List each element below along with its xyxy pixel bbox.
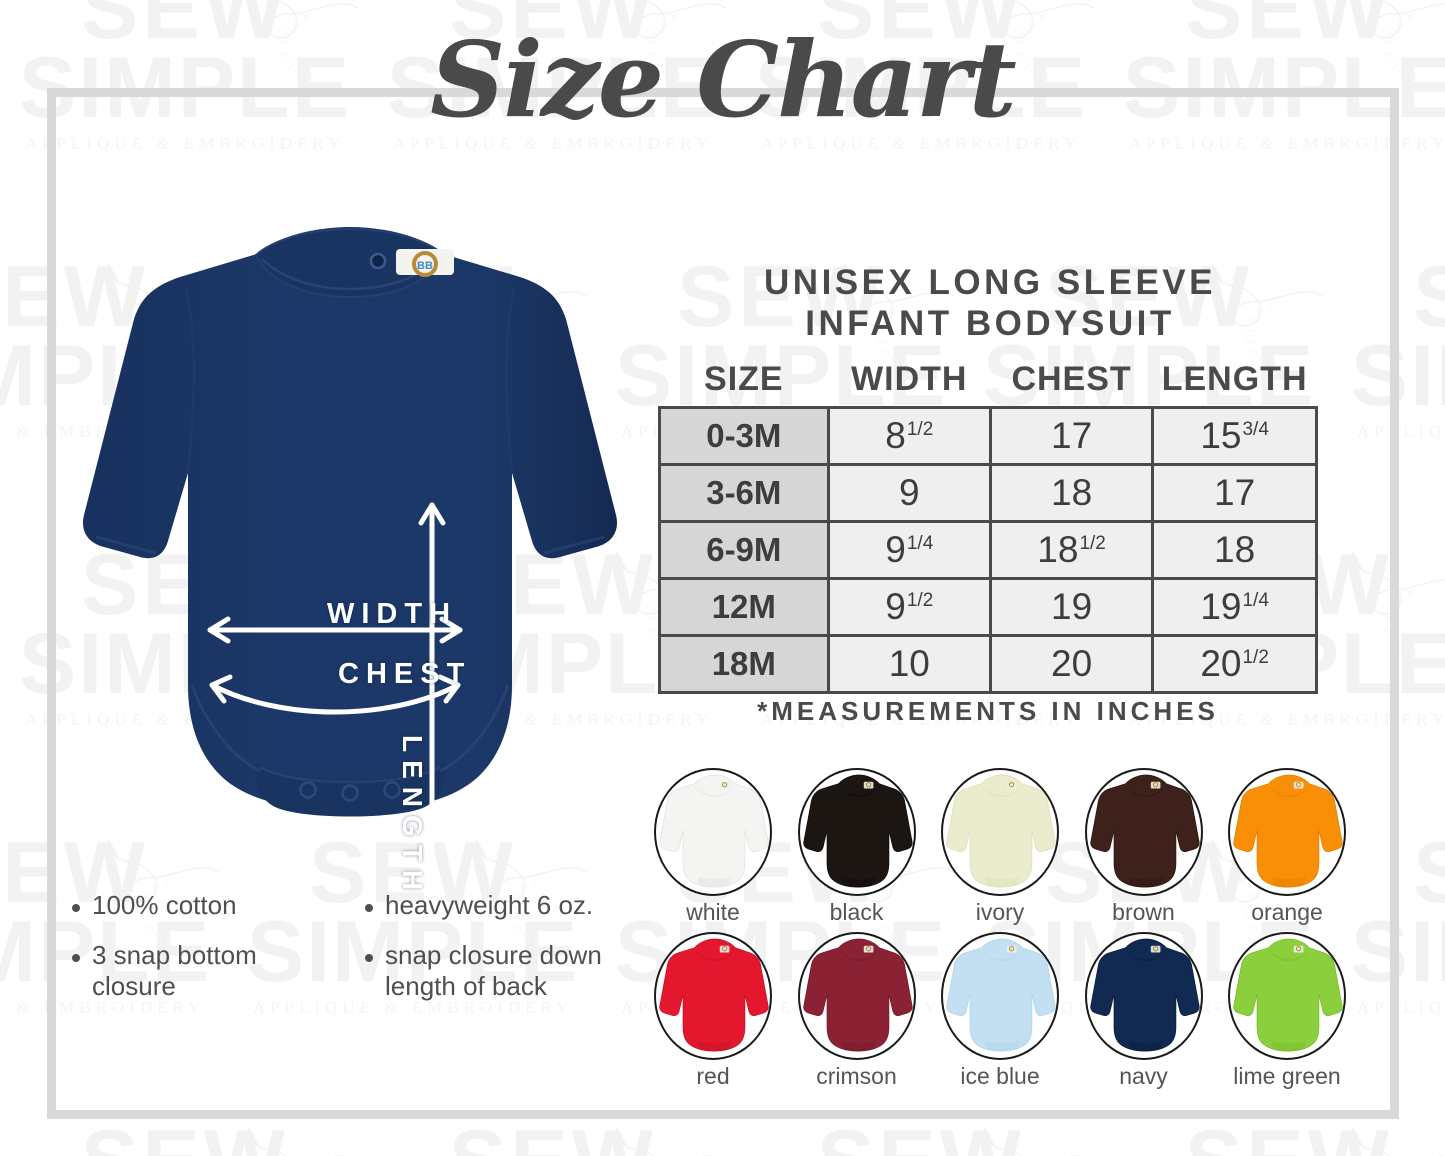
cell-width: 91/2: [826, 577, 992, 637]
brand-label: BB: [396, 249, 454, 277]
color-swatch[interactable]: navy: [1081, 932, 1207, 1090]
color-swatch-label: red: [696, 1063, 730, 1089]
heading-line-2: INFANT BODYSUIT: [805, 304, 1175, 344]
color-swatch[interactable]: lime green: [1224, 932, 1350, 1090]
color-swatch-image: [1084, 932, 1203, 1060]
color-swatch[interactable]: brown: [1081, 768, 1207, 926]
garment-illustration: BB WIDTH CHEST LENGTH: [60, 215, 640, 898]
measurement-units-note: *MEASUREMENTS IN INCHES: [757, 696, 1219, 726]
color-swatch-image: [654, 932, 772, 1060]
heading-line-1: UNISEX LONG SLEEVE: [764, 263, 1216, 302]
fraction-superscript: 1/2: [1242, 646, 1269, 668]
color-swatch[interactable]: red: [650, 932, 776, 1090]
svg-text:BB: BB: [417, 260, 433, 272]
fraction-superscript: 1/4: [1242, 589, 1269, 611]
column-header-chest: CHEST: [1011, 360, 1132, 398]
color-swatch-image: [797, 768, 916, 896]
cell-length: 201/2: [1151, 634, 1318, 694]
table-header-row: SIZE WIDTH CHEST LENGTH: [660, 360, 1317, 408]
feature-text: 3 snap bottom closure: [92, 939, 257, 1002]
cell-length: 153/4: [1151, 406, 1318, 466]
cell-size: 6-9M: [658, 520, 830, 580]
color-swatch-label: navy: [1119, 1063, 1168, 1089]
product-features: 100% cotton 3 snap bottom closure heavyw…: [72, 890, 642, 1021]
column-header-length: LENGTH: [1161, 360, 1308, 398]
feature-item: 3 snap bottom closure: [72, 940, 337, 1003]
features-column-1: 100% cotton 3 snap bottom closure: [72, 890, 337, 1021]
color-swatch-image: [1228, 932, 1346, 1060]
color-swatch-label: ice blue: [960, 1063, 1040, 1089]
color-swatch-image: [654, 768, 772, 896]
fraction-superscript: 1/2: [1079, 532, 1106, 554]
cell-chest: 181/2: [988, 520, 1155, 580]
column-header-size: SIZE: [704, 360, 784, 398]
cell-chest: 19: [988, 577, 1155, 637]
color-swatch[interactable]: ivory: [937, 768, 1063, 926]
size-table-heading: UNISEX LONG SLEEVE INFANT BODYSUIT: [650, 262, 1330, 345]
bullet-icon: [365, 904, 373, 912]
feature-item: snap closure down length of back: [365, 940, 630, 1003]
bullet-icon: [72, 904, 80, 912]
color-swatch[interactable]: ice blue: [937, 932, 1063, 1090]
color-swatch[interactable]: crimson: [794, 932, 920, 1090]
color-swatch-image: [1084, 768, 1203, 896]
table-row: 0-3M 81/2 17 153/4: [658, 406, 1318, 466]
feature-item: 100% cotton: [72, 890, 337, 922]
cell-chest: 17: [988, 406, 1155, 466]
cell-width: 10: [826, 634, 992, 694]
color-swatch-label: orange: [1251, 899, 1323, 925]
color-swatch[interactable]: orange: [1224, 768, 1350, 926]
cell-size: 0-3M: [658, 406, 830, 466]
feature-text: snap closure down length of back: [385, 939, 602, 1002]
color-swatch[interactable]: white: [650, 768, 776, 926]
cell-size: 18M: [658, 634, 830, 694]
fraction-superscript: 1/2: [906, 418, 934, 440]
cell-size: 3-6M: [658, 463, 830, 523]
cell-width: 9: [826, 463, 992, 523]
feature-text: 100% cotton: [92, 890, 237, 920]
color-row-1: white black ivory brown orange: [650, 768, 1350, 926]
color-row-2: red crimson ice blue navy lime green: [650, 932, 1350, 1090]
color-swatch-image: [1228, 768, 1346, 896]
color-swatch-label: ivory: [975, 899, 1025, 925]
color-swatch-label: brown: [1112, 899, 1175, 925]
cell-width: 81/2: [826, 406, 992, 466]
color-swatch-label: crimson: [816, 1063, 897, 1089]
color-swatch-label: white: [686, 899, 740, 925]
bullet-icon: [365, 953, 373, 962]
column-header-width: WIDTH: [851, 360, 968, 398]
color-swatch-image: [941, 932, 1059, 1060]
bodysuit-shape: BB: [82, 227, 618, 817]
color-swatch-label: black: [829, 899, 884, 925]
color-swatch-image: [797, 932, 916, 1060]
cell-width: 91/4: [826, 520, 992, 580]
cell-size: 12M: [658, 577, 830, 637]
table-body: 0-3M 81/2 17 153/4 3-6M 9 18 17 6-9M 91/4 181/2 18 1…: [658, 406, 1318, 694]
cell-length: 17: [1151, 463, 1318, 523]
table-row: 3-6M 9 18 17: [658, 463, 1318, 523]
cell-length: 18: [1151, 520, 1318, 580]
fraction-superscript: 3/4: [1242, 418, 1269, 440]
table-header: SIZE WIDTH CHEST LENGTH: [660, 360, 1317, 408]
table-row: 6-9M 91/4 181/2 18: [658, 520, 1318, 580]
fraction-superscript: 1/2: [906, 589, 934, 611]
color-swatch-image: [941, 768, 1059, 896]
page-title: Size Chart: [430, 18, 1017, 141]
table-row: 12M 91/2 19 191/4: [658, 577, 1318, 637]
feature-text: heavyweight 6 oz.: [385, 890, 594, 920]
table-row: 18M 10 20 201/2: [658, 634, 1318, 694]
color-swatch[interactable]: black: [794, 768, 920, 926]
color-options: white black ivory brown orange red: [650, 768, 1350, 1096]
fraction-superscript: 1/4: [906, 532, 934, 554]
cell-length: 191/4: [1151, 577, 1318, 637]
bullet-icon: [72, 953, 80, 962]
cell-chest: 18: [988, 463, 1155, 523]
size-chart-table: SIZE WIDTH CHEST LENGTH 0-3M 81/2 17 153/4 3…: [658, 360, 1318, 694]
feature-item: heavyweight 6 oz.: [365, 890, 630, 922]
measurement-arrows: [207, 502, 463, 855]
cell-chest: 20: [988, 634, 1155, 694]
features-column-2: heavyweight 6 oz. snap closure down leng…: [365, 890, 630, 1021]
color-swatch-label: lime green: [1233, 1063, 1341, 1089]
